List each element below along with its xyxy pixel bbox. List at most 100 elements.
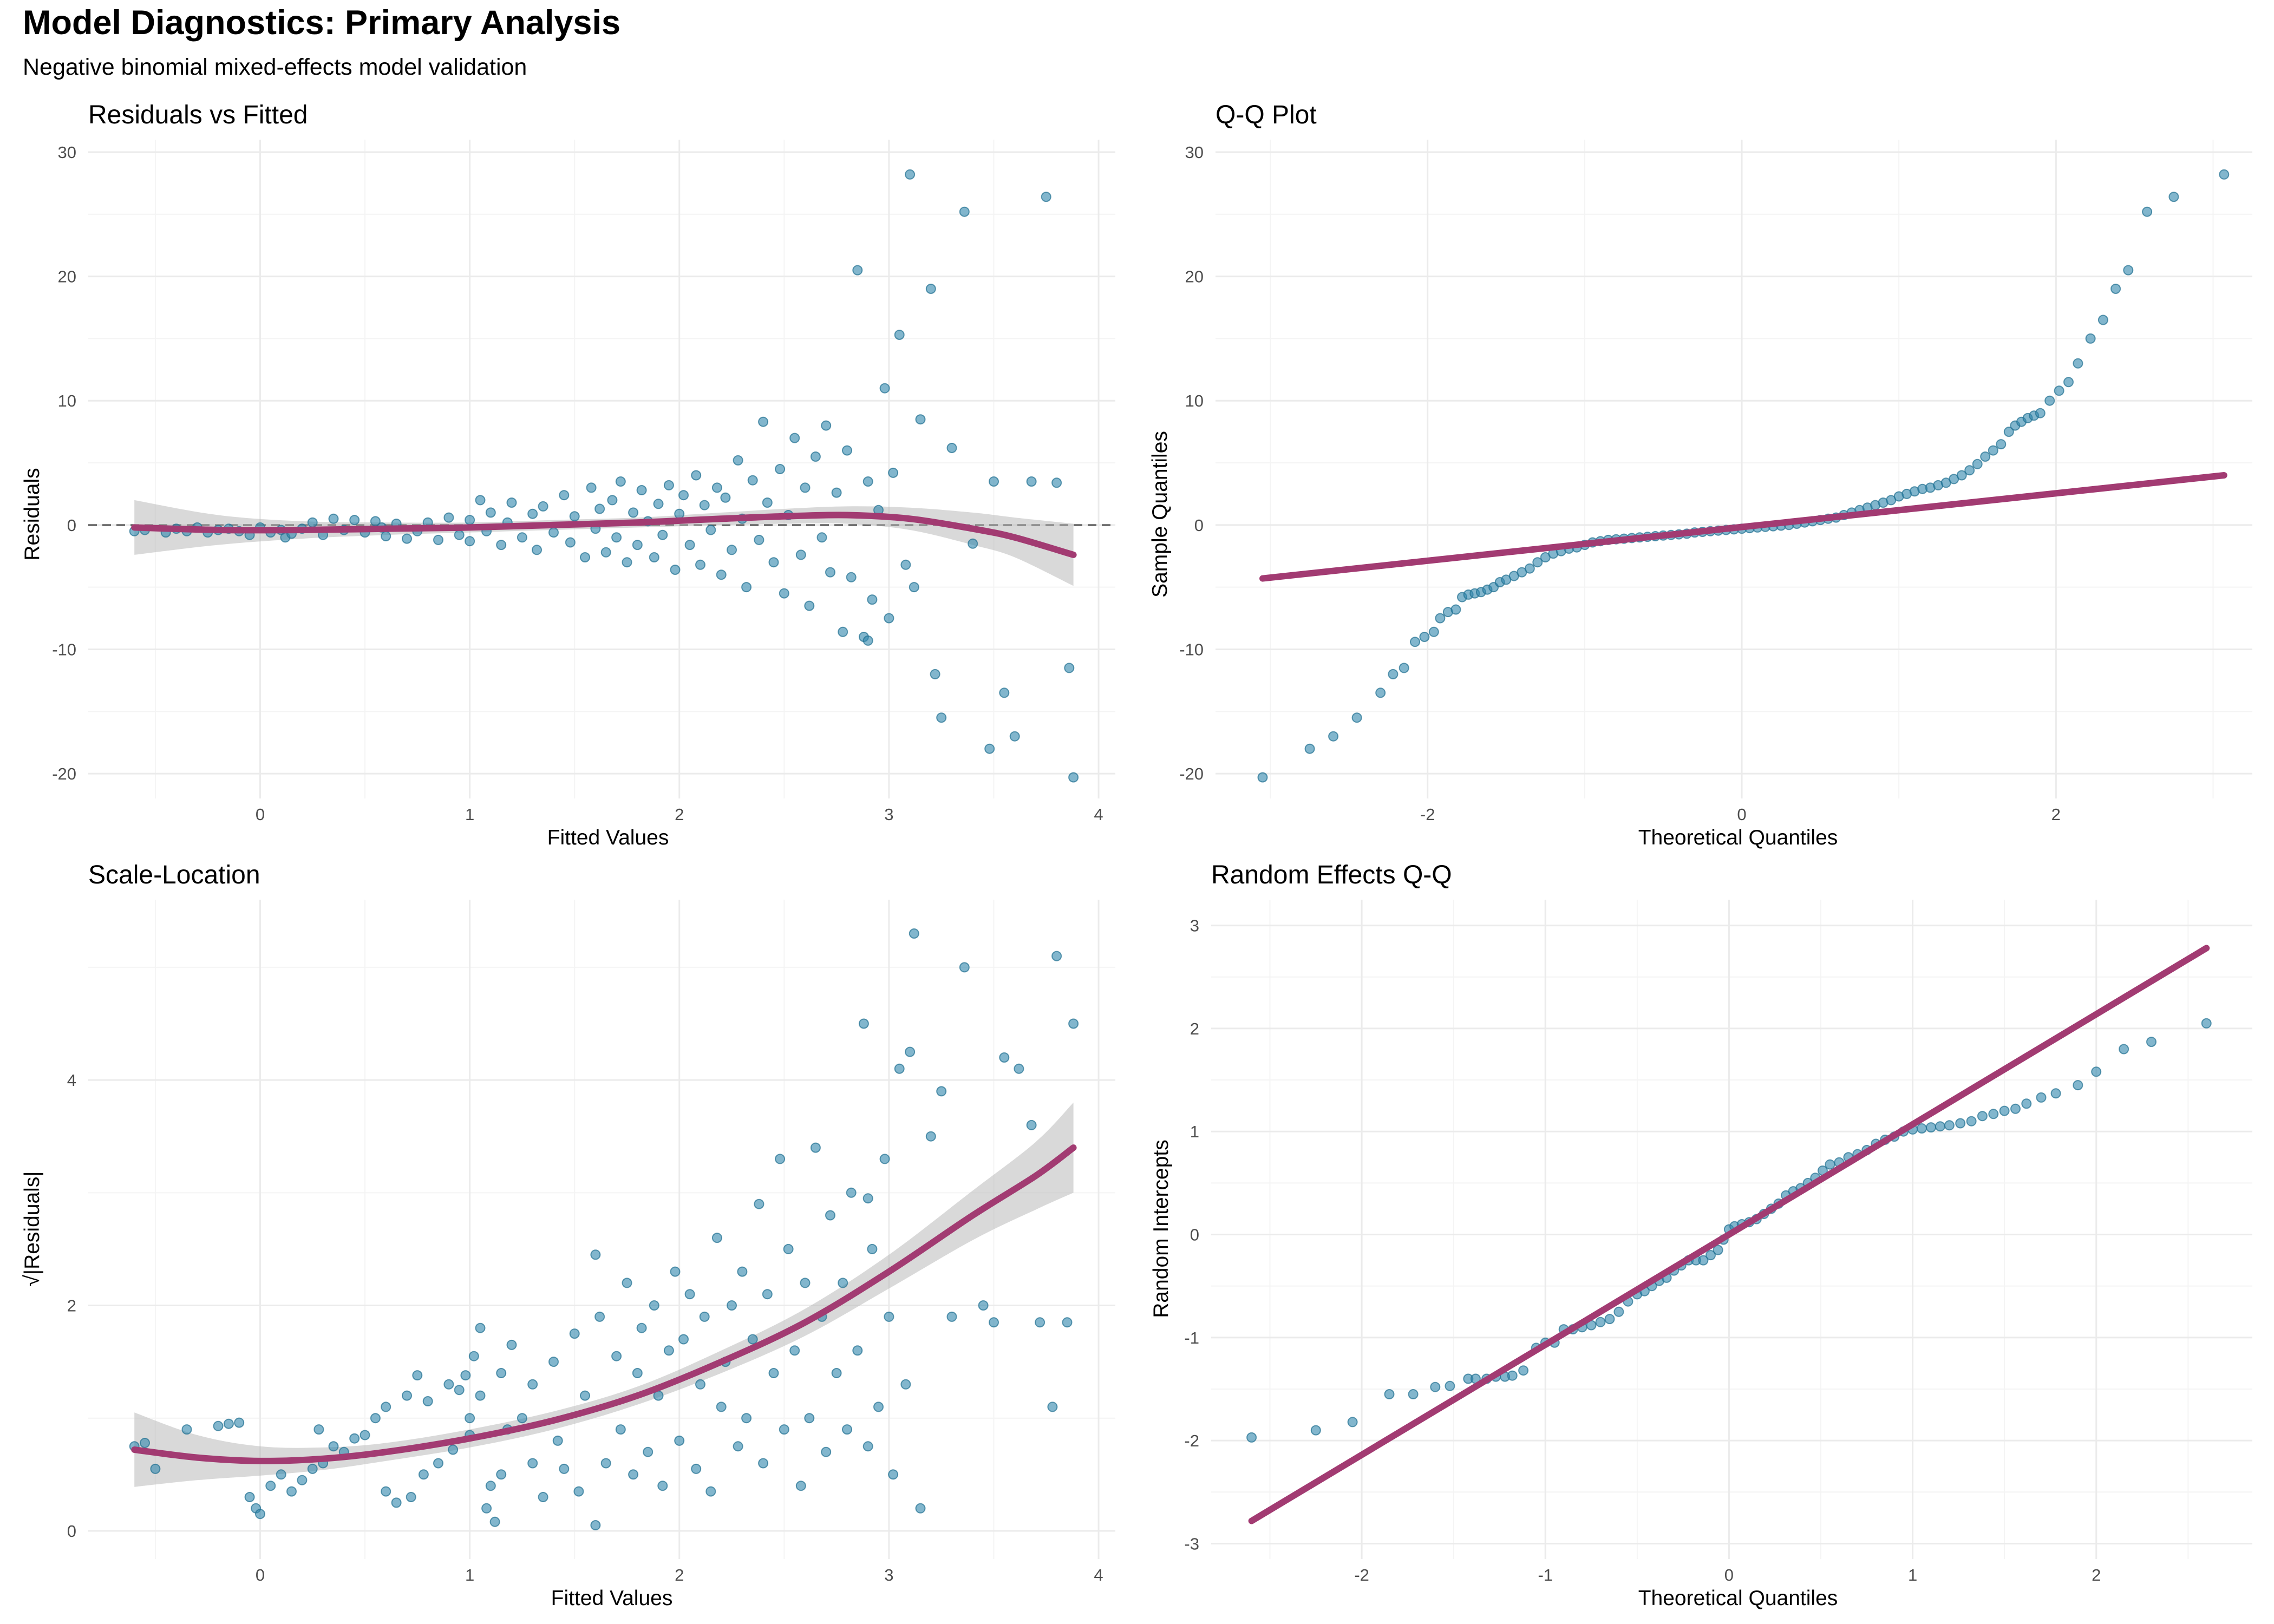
data-point	[674, 508, 685, 519]
data-point	[716, 569, 727, 580]
data-point	[1713, 1245, 1723, 1255]
y-tick-label: 3	[1190, 916, 1199, 935]
data-point	[590, 1249, 601, 1260]
data-point	[1014, 1063, 1024, 1074]
data-point	[255, 1509, 265, 1520]
data-point	[391, 1497, 402, 1508]
y-tick-label: 1	[1190, 1122, 1199, 1141]
data-point	[2201, 1018, 2212, 1029]
data-point	[959, 206, 970, 217]
y-tick-label: -2	[1184, 1431, 1199, 1450]
data-point	[1351, 712, 1362, 723]
data-point	[804, 1413, 815, 1424]
data-point	[1507, 1370, 1518, 1381]
data-point	[831, 487, 842, 498]
data-point	[989, 1317, 999, 1328]
data-point	[538, 1492, 548, 1502]
data-point	[838, 626, 848, 637]
data-point	[1410, 637, 1420, 647]
data-point	[2168, 192, 2179, 202]
data-point	[328, 1441, 339, 1452]
data-point	[831, 1368, 842, 1378]
data-point	[2036, 1092, 2047, 1103]
data-point	[1445, 1380, 1455, 1391]
x-tick-label: 2	[2092, 1566, 2101, 1584]
x-tick-label: 1	[465, 1566, 474, 1584]
data-point	[381, 1486, 391, 1497]
data-point	[632, 540, 643, 551]
data-point	[1532, 557, 1543, 568]
data-point	[580, 552, 590, 562]
y-tick-label: -10	[52, 640, 76, 659]
data-point	[711, 482, 722, 493]
data-point	[573, 1486, 584, 1497]
data-point	[670, 1266, 681, 1277]
data-point	[747, 1334, 758, 1345]
data-point	[465, 515, 475, 526]
data-point	[622, 1278, 632, 1288]
data-point	[1419, 632, 1430, 642]
data-point	[580, 1390, 590, 1401]
data-point	[1944, 1120, 1955, 1131]
data-point	[649, 1300, 659, 1311]
random-effects-qq-panel: Random Effects Q-Q -2 -1 0 1 2 -3 -2 -1 0 1 2 3 Th…	[1149, 861, 2252, 1610]
data-point	[1964, 465, 1975, 476]
data-point	[422, 1396, 433, 1406]
data-point	[999, 687, 1010, 698]
data-point	[1980, 451, 1991, 462]
data-point	[140, 1438, 150, 1448]
x-tick-label: -1	[1538, 1566, 1553, 1584]
data-point	[2063, 377, 2074, 388]
data-point	[1956, 470, 1967, 481]
data-point	[1408, 1389, 1419, 1399]
data-point	[496, 1368, 507, 1378]
data-point	[789, 1345, 800, 1356]
data-point	[2110, 284, 2121, 294]
data-point	[1999, 1105, 2010, 1116]
data-point	[2123, 265, 2134, 276]
data-point	[2219, 169, 2230, 180]
data-point	[643, 1446, 654, 1457]
data-point	[1988, 1109, 1999, 1119]
data-point	[825, 567, 835, 578]
y-tick-label: 10	[58, 391, 76, 410]
data-point	[628, 507, 639, 518]
data-point	[888, 467, 899, 478]
data-point	[2010, 1103, 2021, 1114]
data-point	[705, 1486, 716, 1497]
data-point	[622, 557, 632, 568]
data-point	[684, 1289, 695, 1300]
data-point	[1388, 669, 1399, 679]
data-point	[1706, 1250, 1716, 1261]
data-point	[1524, 563, 1535, 574]
data-point	[1310, 1425, 1321, 1436]
data-point	[2091, 1066, 2102, 1077]
data-point	[615, 1424, 626, 1435]
data-point	[968, 538, 978, 549]
data-point	[984, 743, 995, 754]
y-tick-label: -20	[1179, 764, 1204, 783]
data-point	[1450, 604, 1461, 615]
data-point	[349, 1433, 360, 1444]
qq-reference-line	[1259, 472, 2227, 582]
data-point	[699, 1311, 710, 1322]
data-point	[1604, 1314, 1615, 1325]
x-tick-label: 1	[1908, 1566, 1917, 1584]
data-point	[465, 536, 475, 547]
data-point	[653, 499, 664, 509]
loess-fit-line	[131, 512, 1077, 558]
data-point	[821, 420, 832, 431]
data-point	[754, 534, 764, 545]
grid	[1211, 900, 2252, 1559]
data-point	[816, 532, 827, 543]
data-point	[1026, 1119, 1037, 1130]
x-tick-label: 4	[1094, 805, 1103, 824]
data-point	[552, 1435, 563, 1446]
data-point	[879, 1154, 890, 1164]
x-tick-label: 0	[1724, 1566, 1734, 1584]
data-point	[663, 480, 674, 490]
data-point	[741, 582, 752, 593]
x-tick-label: 2	[2051, 805, 2061, 824]
x-tick-label: 1	[465, 805, 474, 824]
panel-title: Residuals vs Fitted	[88, 101, 308, 129]
